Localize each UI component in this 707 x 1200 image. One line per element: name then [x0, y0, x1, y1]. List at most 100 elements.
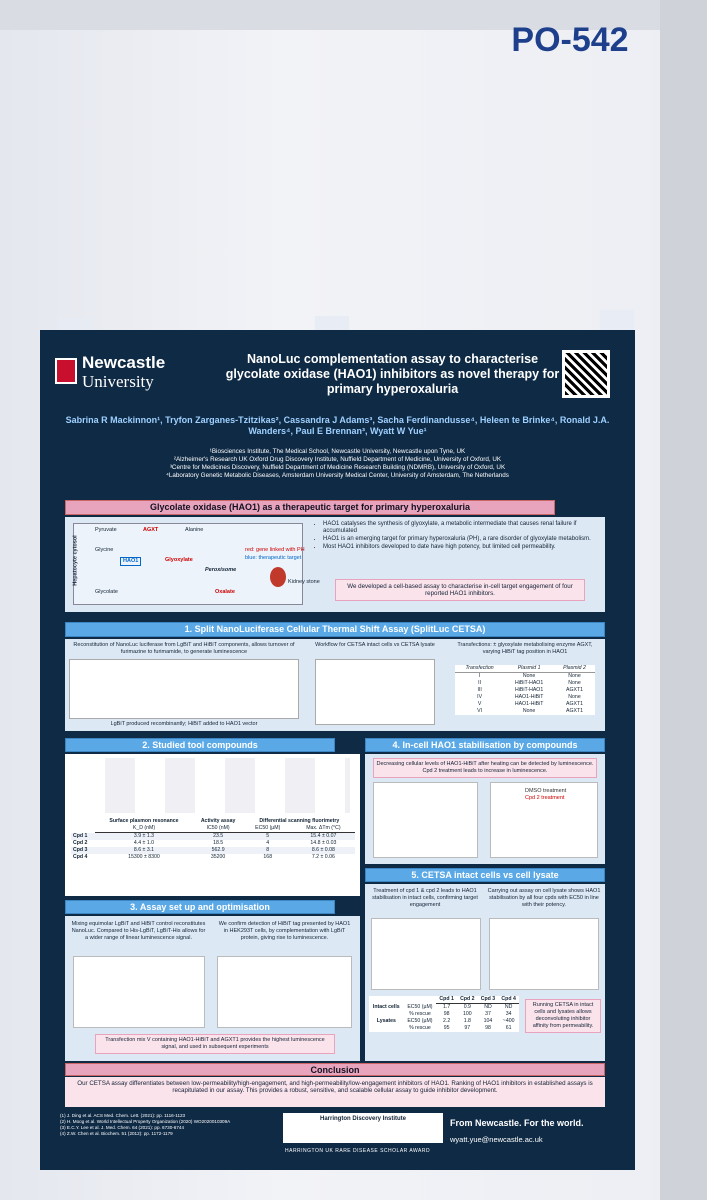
text: Running CETSA in intact cells and lysate… — [525, 999, 601, 1033]
text: Workflow for CETSA intact cells vs CETSA… — [315, 642, 435, 648]
legend-item: Cpd 2 treatment — [525, 795, 565, 801]
table-header: K_D (nM) — [95, 825, 193, 833]
table-cell: I — [478, 673, 481, 679]
table-cell: Lysates — [376, 1018, 396, 1024]
table-cell — [404, 996, 437, 1004]
table-cell: Cpd 3 — [73, 847, 88, 853]
award: HARRINGTON UK RARE DISEASE SCHOLAR AWARD — [285, 1148, 431, 1154]
table-cell: AGXT1 — [566, 708, 584, 714]
table-cell: % rescue — [409, 1011, 431, 1017]
table-cell: 23.5 — [213, 833, 224, 839]
table-row: Surface plasmon resonance Activity assay D… — [71, 818, 355, 825]
table-cell: Cpd 4 — [73, 854, 88, 860]
poster: Newcastle University NanoLuc complementa… — [40, 330, 635, 1170]
affiliation: ¹Biosciences Institute, The Medical Scho… — [209, 448, 466, 455]
table-cell: 61 — [505, 1025, 512, 1031]
table-row: % rescue 98 100 37 34 — [369, 1011, 519, 1018]
table-cell: 14.8 ± 0.03 — [310, 840, 337, 846]
table-cell: 97 — [464, 1025, 471, 1031]
table-header: Cpd 4 — [498, 996, 519, 1004]
text: Mixing equimolar LgBiT and HiBiT control… — [71, 921, 206, 941]
table-cell: 37 — [485, 1011, 491, 1017]
table-cell: None — [522, 673, 536, 679]
table-row: Cpd 3 8.6 ± 3.1 562.9 8 8.6 ± 0.08 — [71, 847, 355, 854]
section-title: 4. In-cell HAO1 stabilisation by compoun… — [365, 738, 605, 752]
table-cell: 4.4 ± 1.0 — [133, 840, 155, 846]
reference: (2) H. Moog et al. World Intellectual Pr… — [60, 1119, 231, 1124]
table-header: Transfection — [455, 665, 505, 673]
s2-panel: Surface plasmon resonance Activity assay D… — [65, 754, 360, 896]
table-row: I None None — [455, 673, 595, 681]
diagram-label: AGXT — [143, 527, 159, 533]
table-cell: None — [568, 694, 581, 700]
table-cell: 8.6 ± 3.1 — [133, 847, 155, 853]
table-cell: 8 — [266, 847, 270, 853]
poster-title: NanoLuc complementation assay to charact… — [225, 352, 560, 396]
table-cell: 104 — [483, 1018, 493, 1024]
sponsor-logo: Harrington Discovery Institute — [283, 1113, 443, 1143]
table-cell: 1.8 — [463, 1018, 471, 1024]
reference: (3) E.C.Y. Lee et al. J. Med. Chem. 64 (… — [60, 1125, 185, 1130]
table-cell: IV — [477, 694, 483, 700]
affiliation: ³Centre for Medicines Discovery, Nuffiel… — [169, 464, 506, 471]
table-row: Cpd 4 15300 ± 8300 35200 168 7.2 ± 0.06 — [71, 854, 355, 861]
bullet: HAO1 is an emerging target for primary h… — [323, 536, 605, 543]
diagram-label: blue: therapeutic target — [245, 555, 302, 561]
table-header: Surface plasmon resonance — [109, 818, 179, 824]
table-cell: III — [477, 687, 482, 693]
poster-number: PO-542 — [511, 21, 629, 59]
section-title: 1. Split NanoLuciferase Cellular Thermal… — [65, 622, 605, 637]
table-cell: V — [477, 701, 482, 707]
table-cell: ND — [504, 1004, 513, 1010]
table-cell — [369, 1025, 404, 1032]
table-row: Cpd 1 3.9 ± 1.3 23.5 5 15.4 ± 0.07 — [71, 832, 355, 840]
table-cell: EC50 (µM) — [407, 1003, 433, 1010]
reference: (1) J. Ding et al. ACS Med. Chem. Lett. … — [60, 1113, 186, 1118]
table-cell: EC50 (µM) — [407, 1018, 433, 1024]
text: Transfection mix V containing HAO1-HiBiT… — [95, 1034, 335, 1054]
table-cell: 18.5 — [213, 840, 224, 846]
diagram-label: Oxalate — [215, 589, 235, 595]
transfection-table: Transfection Plasmid 1 Plasmid 2 I None None I… — [455, 665, 595, 715]
table-cell: 2.2 — [443, 1018, 451, 1024]
diagram-label: HAO1 — [120, 557, 142, 566]
intro-panel: Hepatocyte cytosol Pyruvate AGXT Alanine… — [65, 517, 605, 612]
table-cell: AGXT1 — [566, 687, 584, 693]
table-cell: Cpd 2 — [73, 840, 88, 846]
table-row: IV HAO1-HiBiT None — [455, 694, 595, 701]
diagram-label: Kidney stone — [288, 579, 320, 585]
text: We confirm detection of HiBiT tag presen… — [218, 921, 351, 941]
affiliation: ²Alzheimer's Research UK Oxford Drug Dis… — [173, 456, 502, 463]
diagram-label: Glycolate — [95, 589, 118, 595]
table-header: Plasmid 1 — [504, 665, 555, 673]
table-cell: 98 — [443, 1011, 450, 1017]
legend-item: DMSO treatment — [525, 788, 567, 794]
table-cell: II — [478, 680, 482, 686]
diagram-label: Glycine — [95, 547, 114, 553]
table-cell — [71, 825, 95, 833]
references: (1) J. Ding et al. ACS Med. Chem. Lett. … — [60, 1113, 270, 1137]
table-row: Intact cells EC50 (µM) 1.7 0.9 ND ND — [369, 1004, 519, 1012]
conclusion-text: Our CETSA assay differentiates between l… — [65, 1077, 605, 1107]
table-cell: None — [568, 673, 581, 679]
section-title: Glycolate oxidase (HAO1) as a therapeuti… — [65, 500, 555, 515]
table-cell: 5 — [266, 833, 270, 839]
table-cell: 100 — [462, 1011, 472, 1017]
table-header: Cpd 1 — [436, 996, 457, 1004]
table-cell — [71, 818, 95, 825]
table-cell: % rescue — [409, 1025, 431, 1031]
table-cell: ~400 — [502, 1018, 515, 1024]
table-row: % rescue 95 97 98 61 — [369, 1025, 519, 1032]
table-row: III HiBiT-HAO1 AGXT1 — [455, 687, 595, 694]
table-cell: VI — [477, 708, 483, 714]
logo-text: University — [82, 372, 154, 391]
table-cell: 3.9 ± 1.3 — [133, 833, 155, 839]
table-cell: HiBiT-HAO1 — [514, 687, 544, 693]
table-row: V HAO1-HiBiT AGXT1 — [455, 701, 595, 708]
table-cell: 8.6 ± 0.08 — [311, 847, 335, 853]
table-row: Lysates EC50 (µM) 2.2 1.8 104 ~400 — [369, 1018, 519, 1025]
authors: Sabrina R Mackinnon¹, Tryfon Zarganes-Tz… — [65, 415, 610, 436]
affiliation: ⁴Laboratory Genetic Metabolic Diseases, … — [166, 472, 509, 479]
section-title: 2. Studied tool compounds — [65, 738, 335, 752]
